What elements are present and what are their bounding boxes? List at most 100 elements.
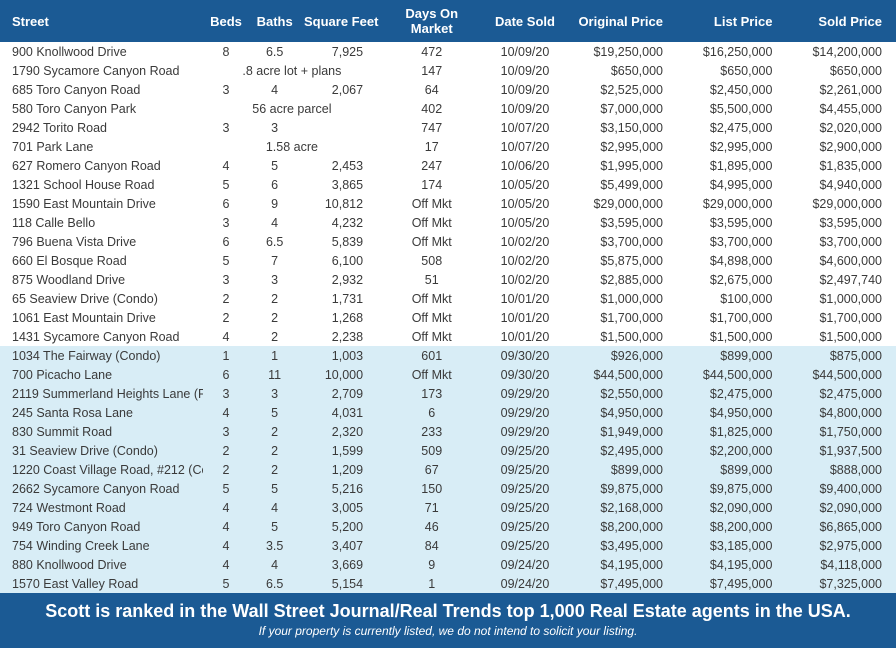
cell-beds: 5	[203, 479, 250, 498]
cell-sold-price: $4,940,000	[786, 175, 896, 194]
cell-street: 660 El Bosque Road	[0, 251, 203, 270]
cell-date-sold: 10/09/20	[482, 99, 567, 118]
table-row: 1220 Coast Village Road, #212 (Condo)221…	[0, 460, 896, 479]
cell-sqft: 4,031	[300, 403, 381, 422]
cell-sold-price: $3,700,000	[786, 232, 896, 251]
cell-beds: 3	[203, 213, 250, 232]
cell-dom: Off Mkt	[381, 194, 482, 213]
cell-date-sold: 10/02/20	[482, 251, 567, 270]
cell-sold-price: $6,865,000	[786, 517, 896, 536]
cell-orig-price: $3,700,000	[568, 232, 677, 251]
cell-sqft: 2,320	[300, 422, 381, 441]
cell-list-price: $2,475,000	[677, 384, 786, 403]
cell-baths: 3	[249, 270, 300, 289]
cell-street: 754 Winding Creek Lane	[0, 536, 203, 555]
table-body: 900 Knollwood Drive86.57,92547210/09/20$…	[0, 42, 896, 593]
cell-sold-price: $2,497,740	[786, 270, 896, 289]
cell-sold-price: $1,937,500	[786, 441, 896, 460]
cell-street: 2662 Sycamore Canyon Road	[0, 479, 203, 498]
cell-date-sold: 10/01/20	[482, 308, 567, 327]
table-row: 724 Westmont Road443,0057109/25/20$2,168…	[0, 498, 896, 517]
cell-baths: 5	[249, 517, 300, 536]
cell-orig-price: $2,995,000	[568, 137, 677, 156]
cell-beds: 8	[203, 42, 250, 61]
cell-orig-price: $9,875,000	[568, 479, 677, 498]
cell-beds: 4	[203, 536, 250, 555]
table-row: 627 Romero Canyon Road452,45324710/06/20…	[0, 156, 896, 175]
cell-sqft: 1,599	[300, 441, 381, 460]
cell-sqft: 5,839	[300, 232, 381, 251]
cell-dom: 508	[381, 251, 482, 270]
cell-date-sold: 10/09/20	[482, 80, 567, 99]
cell-orig-price: $1,700,000	[568, 308, 677, 327]
table-row: 830 Summit Road322,32023309/29/20$1,949,…	[0, 422, 896, 441]
cell-note: .8 acre lot + plans	[203, 61, 381, 80]
table-row: 701 Park Lane1.58 acre1710/07/20$2,995,0…	[0, 137, 896, 156]
cell-date-sold: 09/25/20	[482, 498, 567, 517]
table-header-row: Street Beds Baths Square Feet Days On Ma…	[0, 0, 896, 42]
cell-sqft: 1,209	[300, 460, 381, 479]
cell-sold-price: $4,800,000	[786, 403, 896, 422]
cell-date-sold: 09/24/20	[482, 574, 567, 593]
cell-street: 1061 East Mountain Drive	[0, 308, 203, 327]
cell-dom: 472	[381, 42, 482, 61]
cell-street: 724 Westmont Road	[0, 498, 203, 517]
cell-sold-price: $1,835,000	[786, 156, 896, 175]
cell-date-sold: 09/30/20	[482, 365, 567, 384]
cell-sold-price: $1,500,000	[786, 327, 896, 346]
cell-list-price: $29,000,000	[677, 194, 786, 213]
cell-beds: 2	[203, 289, 250, 308]
cell-date-sold: 09/25/20	[482, 441, 567, 460]
table-row: 754 Winding Creek Lane43.53,4078409/25/2…	[0, 536, 896, 555]
cell-sold-price: $4,600,000	[786, 251, 896, 270]
cell-sqft: 2,067	[300, 80, 381, 99]
table-row: 880 Knollwood Drive443,669909/24/20$4,19…	[0, 555, 896, 574]
cell-sold-price: $875,000	[786, 346, 896, 365]
cell-dom: Off Mkt	[381, 289, 482, 308]
cell-street: 875 Woodland Drive	[0, 270, 203, 289]
table-row: 949 Toro Canyon Road455,2004609/25/20$8,…	[0, 517, 896, 536]
table-row: 118 Calle Bello344,232Off Mkt10/05/20$3,…	[0, 213, 896, 232]
cell-street: 1790 Sycamore Canyon Road	[0, 61, 203, 80]
header-baths: Baths	[249, 0, 300, 42]
cell-sold-price: $9,400,000	[786, 479, 896, 498]
cell-list-price: $100,000	[677, 289, 786, 308]
cell-dom: 147	[381, 61, 482, 80]
cell-street: 65 Seaview Drive (Condo)	[0, 289, 203, 308]
cell-list-price: $4,950,000	[677, 403, 786, 422]
cell-beds: 3	[203, 80, 250, 99]
cell-street: 1321 School House Road	[0, 175, 203, 194]
cell-sold-price: $4,118,000	[786, 555, 896, 574]
cell-list-price: $2,090,000	[677, 498, 786, 517]
cell-dom: 17	[381, 137, 482, 156]
table-row: 580 Toro Canyon Park56 acre parcel40210/…	[0, 99, 896, 118]
cell-dom: 64	[381, 80, 482, 99]
cell-sold-price: $650,000	[786, 61, 896, 80]
cell-beds: 4	[203, 555, 250, 574]
cell-dom: 150	[381, 479, 482, 498]
cell-dom: 402	[381, 99, 482, 118]
cell-sold-price: $2,261,000	[786, 80, 896, 99]
cell-dom: Off Mkt	[381, 365, 482, 384]
cell-orig-price: $926,000	[568, 346, 677, 365]
cell-baths: 2	[249, 289, 300, 308]
header-sold-price: Sold Price	[786, 0, 896, 42]
cell-dom: 509	[381, 441, 482, 460]
cell-sqft: 1,268	[300, 308, 381, 327]
cell-list-price: $2,475,000	[677, 118, 786, 137]
cell-orig-price: $2,550,000	[568, 384, 677, 403]
sales-table-container: Street Beds Baths Square Feet Days On Ma…	[0, 0, 896, 593]
cell-date-sold: 09/25/20	[482, 460, 567, 479]
table-row: 2942 Torito Road3374710/07/20$3,150,000$…	[0, 118, 896, 137]
cell-sqft: 6,100	[300, 251, 381, 270]
footer-main-text: Scott is ranked in the Wall Street Journ…	[10, 601, 886, 622]
cell-date-sold: 10/07/20	[482, 137, 567, 156]
cell-orig-price: $1,949,000	[568, 422, 677, 441]
cell-dom: 601	[381, 346, 482, 365]
cell-orig-price: $5,499,000	[568, 175, 677, 194]
cell-beds: 1	[203, 346, 250, 365]
cell-dom: 747	[381, 118, 482, 137]
cell-beds: 4	[203, 517, 250, 536]
cell-sqft: 4,232	[300, 213, 381, 232]
cell-list-price: $7,495,000	[677, 574, 786, 593]
